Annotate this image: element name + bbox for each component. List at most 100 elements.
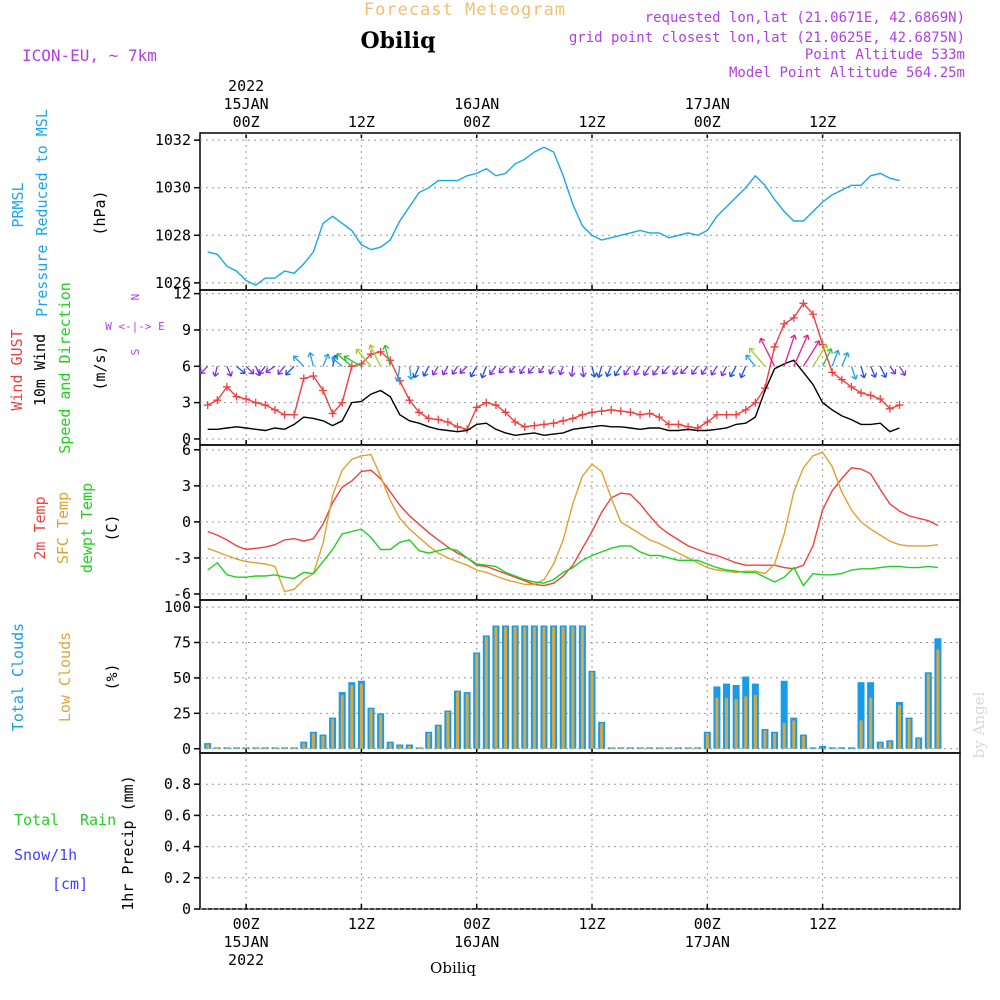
y-tick-label: 1028	[155, 226, 191, 244]
gust-marker	[539, 420, 548, 429]
gust-marker	[386, 356, 395, 365]
gust-marker	[895, 401, 904, 410]
panels: 1026102810301032036912-6-303602550751000…	[155, 131, 961, 918]
y-tick-label: 3	[182, 394, 191, 412]
model-point-altitude: Model Point Altitude 564.25m	[729, 65, 965, 81]
gust-marker	[597, 407, 606, 416]
wind-10m-label: 10m Wind	[31, 334, 49, 406]
temp-dewpt-label: dewpt Temp	[78, 483, 96, 573]
y-tick-label: -3	[173, 549, 191, 567]
wind-direction-arrow	[793, 334, 809, 367]
wind-speed-dir-label: Speed and Direction	[56, 282, 74, 454]
wind-direction-arrow	[623, 365, 631, 376]
low-cloud-bar	[696, 747, 700, 749]
panel-2: -6 -3 0 3 6	[173, 441, 961, 603]
wind-direction-arrow	[850, 366, 857, 380]
low-cloud-bar	[254, 747, 258, 749]
time-label: 16JAN	[454, 933, 499, 951]
wind-direction-arrow	[538, 365, 545, 374]
wind-direction-arrow	[199, 365, 209, 375]
gust-marker	[203, 401, 212, 410]
low-cloud-bar	[331, 719, 335, 749]
wind-direction-arrow	[898, 365, 906, 376]
low-cloud-bar	[580, 626, 584, 749]
total-cloud-bar	[828, 747, 836, 749]
gust-marker	[482, 398, 491, 407]
low-cloud-bar	[878, 743, 882, 749]
low-cloud-bar	[571, 626, 575, 749]
wind-arrow-head	[814, 340, 821, 346]
gust-marker	[443, 417, 452, 426]
panel-frame	[199, 444, 961, 601]
wind-arrow-head	[605, 371, 612, 378]
time-label: 17JAN	[685, 933, 730, 951]
wind-arrow-head	[652, 370, 658, 376]
wind-arrow-head	[498, 367, 505, 374]
gust-marker	[607, 405, 616, 414]
wind-arrow-head	[843, 351, 850, 358]
gust-marker	[837, 375, 846, 384]
low-cloud-bar	[455, 692, 459, 749]
wind-arrow-head	[343, 355, 350, 362]
total-cloud-bar	[838, 747, 846, 749]
y-tick-label: 25	[173, 704, 191, 722]
y-tick-label: 0.2	[164, 869, 191, 887]
time-label: 00Z	[463, 113, 490, 131]
total-cloud-bar	[857, 682, 865, 749]
low-cloud-bar	[225, 747, 229, 749]
wind-arrow-head	[700, 369, 707, 375]
gust-marker	[376, 347, 385, 356]
wind-direction-arrow	[481, 366, 487, 379]
low-cloud-bar	[782, 723, 786, 749]
low-cloud-bar	[648, 747, 652, 749]
low-cloud-bar	[398, 745, 402, 749]
wind-direction-arrow	[369, 344, 382, 367]
y-tick-label: 0	[182, 513, 191, 531]
low-cloud-bar	[936, 649, 940, 749]
wind-arrow-head	[519, 368, 526, 375]
low-cloud-bar	[657, 747, 661, 749]
wind-direction-arrow	[527, 365, 535, 374]
low-cloud-bar	[705, 733, 709, 749]
wind-unit: (m/s)	[91, 345, 109, 390]
wind-direction-arrow	[413, 366, 420, 378]
wind-direction-arrow	[236, 365, 246, 374]
wind-direction-arrow	[255, 366, 261, 377]
gust-marker	[472, 403, 481, 412]
wind-arrow-head	[469, 371, 476, 378]
wind-direction-arrow	[745, 354, 756, 367]
y-tick-label: 1030	[155, 179, 191, 197]
low-cloud-bar	[273, 747, 277, 749]
wind-direction-arrow	[470, 365, 478, 378]
gust-marker	[799, 299, 808, 308]
gust-marker	[732, 410, 741, 419]
wind-arrow-head	[790, 334, 797, 340]
wind-arrow-head	[579, 372, 587, 378]
gust-marker	[347, 362, 356, 371]
footer-location: Obiliq	[430, 959, 476, 977]
wind-direction-arrow	[740, 366, 747, 378]
wind-direction-arrow	[721, 365, 728, 377]
wind-direction-arrow	[343, 355, 362, 367]
low-cloud-bar	[302, 743, 306, 749]
gust-marker	[318, 386, 327, 395]
wind-arrow-head	[548, 369, 555, 375]
wind-arrow-head	[323, 353, 331, 360]
wind-arrow-head	[680, 368, 686, 375]
low-cloud-bar	[590, 672, 594, 749]
wind-arrow-head	[285, 369, 291, 376]
gust-marker	[828, 368, 837, 377]
time-label: 12Z	[578, 113, 605, 131]
wind-arrow-head	[672, 369, 679, 376]
wind-arrow-head	[826, 348, 833, 354]
low-cloud-bar	[753, 694, 757, 749]
wind-direction-arrow	[459, 365, 468, 374]
gust-marker	[232, 392, 241, 401]
precip-labels: Total Rain Snow/1h [cm] 1hr Precip (mm)	[14, 775, 137, 910]
compass-n: N	[129, 294, 142, 301]
low-cloud-bar	[340, 694, 344, 749]
total-precip-label: Total	[14, 811, 59, 829]
temp-sfc-label: SFC Temp	[54, 492, 72, 564]
low-cloud-bar	[917, 738, 921, 749]
